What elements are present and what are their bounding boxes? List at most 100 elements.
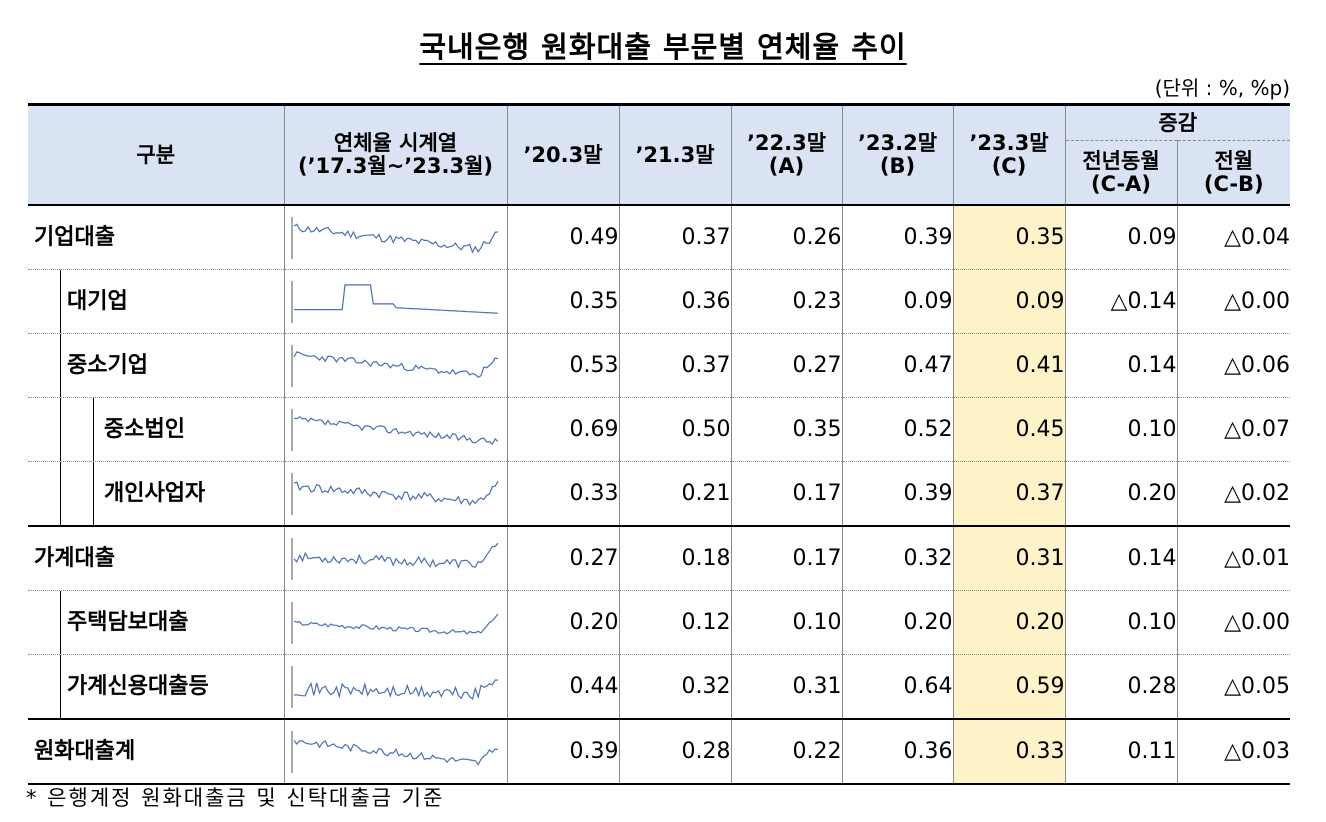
value-cell: 0.31: [953, 526, 1066, 591]
value-cell: 0.39: [842, 461, 954, 527]
sparkline-cell: [284, 205, 508, 270]
value-cell: △0.07: [1177, 397, 1291, 462]
row-label-cell: 주택담보대출: [28, 590, 285, 655]
value-cell: 0.37: [619, 205, 732, 270]
value-cell: 0.14: [1065, 333, 1178, 398]
value-cell: 0.45: [953, 397, 1066, 462]
value-cell: 0.23: [731, 269, 843, 334]
value-cell: 0.32: [842, 526, 954, 591]
value-cell: 0.09: [842, 269, 954, 334]
value-cell: 0.10: [1065, 397, 1178, 462]
sparkline-cell: [284, 461, 508, 527]
table-row: 중소법인 0.69 0.50 0.35 0.52 0.45 0.10 △0.07: [28, 397, 1291, 462]
row-label-cell: 기업대출: [28, 205, 285, 270]
row-label-cell: 가계대출: [28, 526, 285, 591]
sparkline-chart: [291, 216, 498, 259]
row-label: 중소법인: [93, 398, 284, 461]
sparkline-chart: [291, 537, 498, 580]
value-cell: 0.36: [842, 719, 954, 785]
value-cell: 0.41: [953, 333, 1066, 398]
sparkline-chart: [291, 472, 499, 515]
value-cell: △0.02: [1177, 461, 1291, 527]
value-cell: △0.00: [1177, 590, 1291, 655]
row-label: 가계신용대출등: [60, 655, 284, 718]
value-cell: 0.12: [619, 590, 732, 655]
sparkline-cell: [284, 397, 508, 462]
value-cell: 0.11: [1065, 719, 1178, 785]
table-row: 주택담보대출 0.20 0.12 0.10 0.20 0.20 0.10 △0.00: [28, 590, 1291, 655]
value-cell: 0.10: [731, 590, 843, 655]
value-cell: 0.59: [953, 654, 1066, 720]
header-category: 구분: [28, 103, 285, 206]
table-row: 가계대출 0.27 0.18 0.17 0.32 0.31 0.14 △0.01: [28, 526, 1291, 591]
value-cell: 0.53: [507, 333, 620, 398]
value-cell: 0.37: [953, 461, 1066, 527]
value-cell: 0.17: [731, 461, 843, 527]
table-row: 대기업 0.35 0.36 0.23 0.09 0.09 △0.14 △0.00: [28, 269, 1291, 334]
sparkline-cell: [284, 526, 508, 591]
value-cell: △0.14: [1065, 269, 1178, 334]
value-cell: 0.35: [953, 205, 1066, 270]
header-col-2203: ’22.3말 (A): [730, 103, 843, 206]
value-cell: 0.28: [1065, 654, 1178, 720]
value-cell: 0.33: [507, 461, 620, 527]
table-row: 원화대출계 0.39 0.28 0.22 0.36 0.33 0.11 △0.03: [28, 719, 1291, 785]
unit-label: (단위 : %, %p): [1154, 76, 1290, 100]
row-label: 원화대출계: [34, 739, 136, 764]
value-cell: 0.35: [507, 269, 620, 334]
value-cell: 0.17: [731, 526, 843, 591]
row-label: 중소기업: [60, 334, 284, 397]
table-row: 개인사업자 0.33 0.21 0.17 0.39 0.37 0.20 △0.02: [28, 461, 1291, 527]
value-cell: 0.47: [842, 333, 954, 398]
row-label-cell: 가계신용대출등: [28, 654, 285, 720]
sparkline-cell: [284, 269, 508, 334]
value-cell: 0.21: [619, 461, 732, 527]
sparkline-cell: [284, 590, 508, 655]
value-cell: 0.44: [507, 654, 620, 720]
value-cell: △0.06: [1177, 333, 1291, 398]
sparkline-cell: [284, 719, 508, 785]
value-cell: 0.14: [1065, 526, 1178, 591]
row-label-cell: 중소법인: [28, 397, 285, 462]
row-label-cell: 개인사업자: [28, 461, 285, 527]
value-cell: 0.18: [619, 526, 732, 591]
value-cell: 0.09: [1065, 205, 1178, 270]
sparkline-chart: [291, 665, 498, 708]
value-cell: 0.52: [842, 397, 954, 462]
value-cell: 0.20: [953, 590, 1066, 655]
value-cell: 0.20: [842, 590, 954, 655]
value-cell: △0.03: [1177, 719, 1291, 785]
value-cell: △0.05: [1177, 654, 1291, 720]
value-cell: 0.10: [1065, 590, 1178, 655]
value-cell: 0.39: [842, 205, 954, 270]
value-cell: △0.00: [1177, 269, 1291, 334]
value-cell: 0.26: [731, 205, 843, 270]
value-cell: 0.39: [507, 719, 620, 785]
value-cell: 0.27: [507, 526, 620, 591]
sparkline-cell: [284, 654, 508, 720]
header-mom: 전월 (C-B): [1176, 140, 1291, 207]
value-cell: 0.27: [731, 333, 843, 398]
sparkline-chart: [291, 344, 498, 387]
value-cell: 0.36: [619, 269, 732, 334]
value-cell: △0.04: [1177, 205, 1291, 270]
sparkline-chart: [291, 601, 498, 644]
value-cell: 0.20: [507, 590, 620, 655]
value-cell: 0.69: [507, 397, 620, 462]
value-cell: 0.32: [619, 654, 732, 720]
sparkline-chart: [291, 408, 498, 451]
row-label-cell: 중소기업: [28, 333, 285, 398]
row-label: 기업대출: [34, 225, 115, 250]
value-cell: 0.09: [953, 269, 1066, 334]
page-title: 국내은행 원화대출 부문별 연체율 추이: [419, 30, 907, 64]
value-cell: 0.22: [731, 719, 843, 785]
sparkline-cell: [284, 333, 508, 398]
row-label: 대기업: [60, 270, 284, 333]
header-col-2003: ’20.3말: [506, 103, 620, 206]
value-cell: △0.01: [1177, 526, 1291, 591]
row-label: 가계대출: [34, 546, 115, 571]
header-change: 증감: [1064, 102, 1291, 142]
table-row: 중소기업 0.53 0.37 0.27 0.47 0.41 0.14 △0.06: [28, 333, 1291, 398]
header-col-2302: ’23.2말 (B): [841, 103, 954, 206]
table-row: 가계신용대출등 0.44 0.32 0.31 0.64 0.59 0.28 △0.05: [28, 654, 1291, 720]
